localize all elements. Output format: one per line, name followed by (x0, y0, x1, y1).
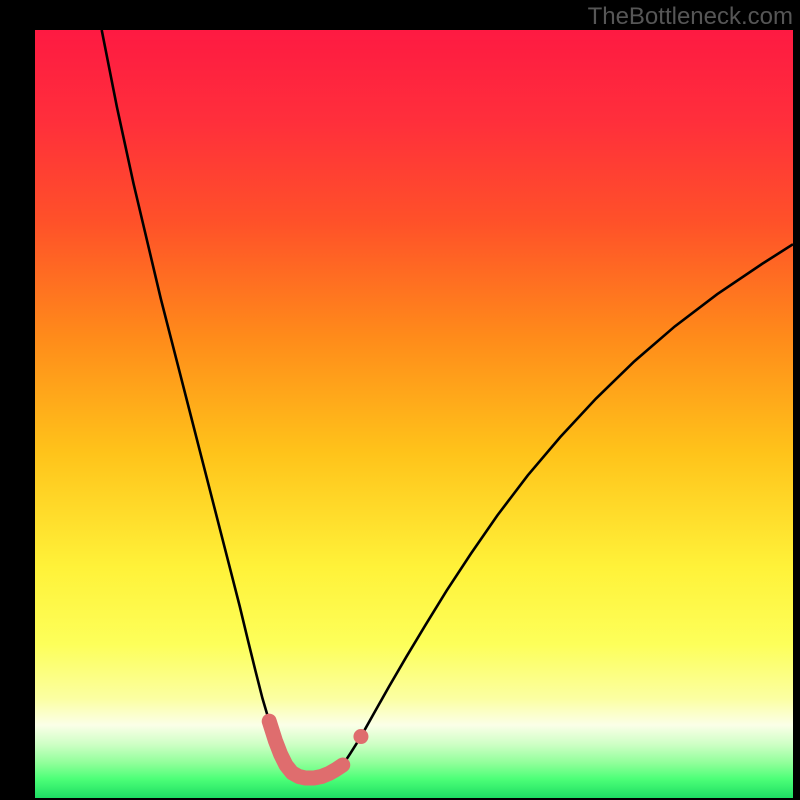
chart-svg (35, 30, 793, 798)
outlier-dot (353, 729, 368, 744)
plot-area (35, 30, 793, 798)
gradient-fill (35, 30, 793, 798)
watermark-text: TheBottleneck.com (588, 3, 793, 31)
outer-frame (35, 30, 793, 798)
